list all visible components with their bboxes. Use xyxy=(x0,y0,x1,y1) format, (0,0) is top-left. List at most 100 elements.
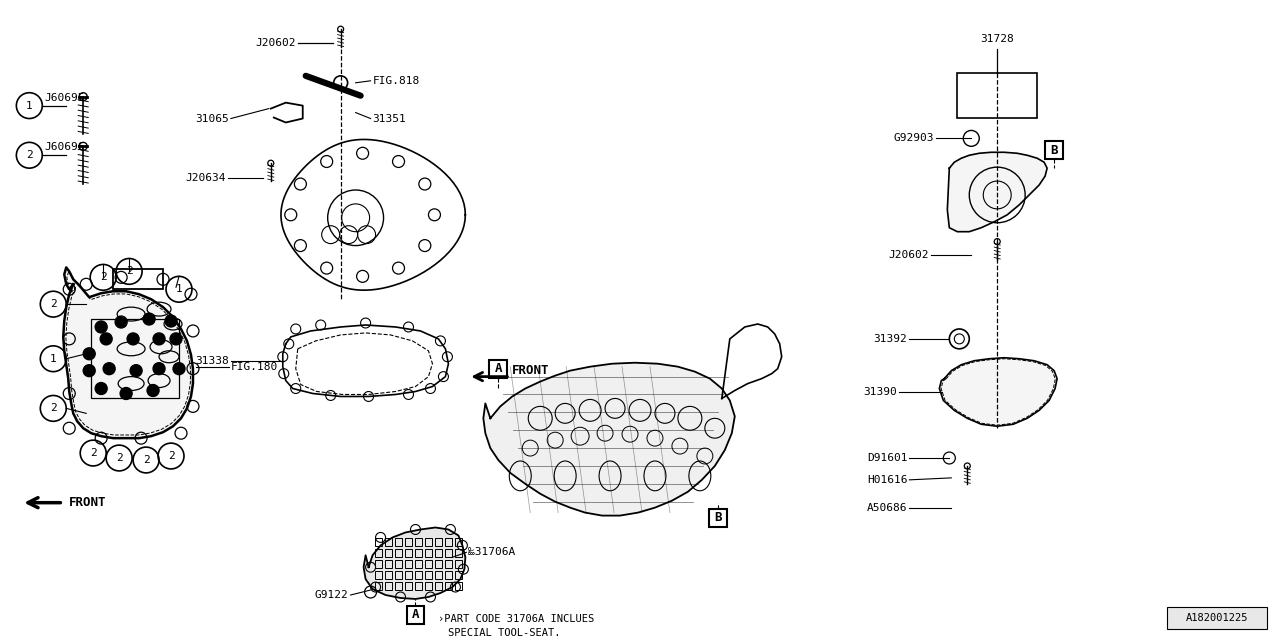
Bar xyxy=(404,582,412,590)
Bar xyxy=(385,549,392,557)
Bar xyxy=(375,571,381,579)
Text: 31390: 31390 xyxy=(864,387,897,397)
Circle shape xyxy=(143,313,155,325)
Text: J20634: J20634 xyxy=(186,173,225,183)
Text: 31338: 31338 xyxy=(195,356,229,365)
Circle shape xyxy=(100,333,113,345)
Text: B: B xyxy=(1051,144,1057,157)
Bar xyxy=(435,560,442,568)
Circle shape xyxy=(147,385,159,396)
Bar xyxy=(957,73,1037,118)
Text: H01616: H01616 xyxy=(867,475,908,485)
Bar xyxy=(1167,607,1267,628)
Bar xyxy=(385,538,392,547)
Text: 2: 2 xyxy=(50,299,56,309)
Text: FIG.180: FIG.180 xyxy=(230,362,278,372)
Bar xyxy=(489,360,507,378)
Text: 2: 2 xyxy=(26,150,33,160)
Polygon shape xyxy=(364,527,466,599)
Bar xyxy=(445,538,452,547)
Bar xyxy=(415,538,422,547)
Text: G9122: G9122 xyxy=(315,590,348,600)
Text: J20602: J20602 xyxy=(888,250,929,259)
Bar xyxy=(396,571,402,579)
Circle shape xyxy=(83,348,95,360)
Polygon shape xyxy=(63,268,193,438)
Bar xyxy=(425,560,431,568)
Text: FIG.818: FIG.818 xyxy=(372,76,420,86)
Text: 2: 2 xyxy=(100,273,106,282)
Text: A: A xyxy=(494,362,502,375)
Circle shape xyxy=(95,321,108,333)
Text: 2: 2 xyxy=(168,451,174,461)
Circle shape xyxy=(154,333,165,345)
Circle shape xyxy=(120,388,132,399)
Text: J60695: J60695 xyxy=(45,93,84,102)
Text: ›PART CODE 31706A INCLUES: ›PART CODE 31706A INCLUES xyxy=(439,614,595,624)
Bar xyxy=(385,560,392,568)
Text: FRONT: FRONT xyxy=(69,496,106,509)
Text: A182001225: A182001225 xyxy=(1185,613,1248,623)
Circle shape xyxy=(165,315,177,327)
Text: 2: 2 xyxy=(50,403,56,413)
Bar xyxy=(385,571,392,579)
Bar xyxy=(375,538,381,547)
Bar xyxy=(396,538,402,547)
Bar xyxy=(425,582,431,590)
Text: 1: 1 xyxy=(50,354,56,364)
Bar xyxy=(404,549,412,557)
Bar xyxy=(375,549,381,557)
Circle shape xyxy=(115,316,127,328)
Bar xyxy=(396,549,402,557)
Circle shape xyxy=(83,365,95,376)
Bar xyxy=(425,549,431,557)
Text: 1: 1 xyxy=(26,100,33,111)
Bar xyxy=(435,549,442,557)
Text: 2: 2 xyxy=(90,448,96,458)
Circle shape xyxy=(104,363,115,374)
Bar xyxy=(435,538,442,547)
Bar xyxy=(375,560,381,568)
Text: 31728: 31728 xyxy=(980,34,1014,44)
Text: 31351: 31351 xyxy=(372,113,406,124)
Bar xyxy=(454,560,462,568)
Bar xyxy=(454,582,462,590)
Circle shape xyxy=(173,363,186,374)
Bar xyxy=(91,319,179,399)
Text: 31065: 31065 xyxy=(195,113,229,124)
Circle shape xyxy=(127,333,140,345)
Text: 31392: 31392 xyxy=(874,334,908,344)
Bar xyxy=(454,571,462,579)
Text: J60696: J60696 xyxy=(45,142,84,152)
Text: 2: 2 xyxy=(125,266,133,276)
Text: SPECIAL TOOL-SEAT.: SPECIAL TOOL-SEAT. xyxy=(448,628,561,637)
Bar xyxy=(404,560,412,568)
Circle shape xyxy=(154,363,165,374)
Polygon shape xyxy=(940,358,1057,426)
Text: 2: 2 xyxy=(142,455,150,465)
Polygon shape xyxy=(484,363,735,516)
Circle shape xyxy=(170,333,182,345)
Bar xyxy=(445,549,452,557)
Bar xyxy=(445,582,452,590)
Text: 2: 2 xyxy=(115,453,123,463)
Text: B: B xyxy=(714,511,722,524)
Bar xyxy=(375,582,381,590)
Bar xyxy=(445,560,452,568)
Text: G92903: G92903 xyxy=(893,133,934,143)
Text: J20602: J20602 xyxy=(255,38,296,48)
Bar xyxy=(404,538,412,547)
Bar xyxy=(407,606,425,624)
Bar xyxy=(415,571,422,579)
Bar xyxy=(445,571,452,579)
Polygon shape xyxy=(947,152,1047,232)
Bar xyxy=(425,571,431,579)
Bar xyxy=(435,582,442,590)
Text: D91601: D91601 xyxy=(867,453,908,463)
Bar xyxy=(454,549,462,557)
Bar xyxy=(415,582,422,590)
Circle shape xyxy=(131,365,142,376)
Text: ‱31706A: ‱31706A xyxy=(468,547,516,557)
Text: 1: 1 xyxy=(175,284,182,294)
Bar xyxy=(396,560,402,568)
